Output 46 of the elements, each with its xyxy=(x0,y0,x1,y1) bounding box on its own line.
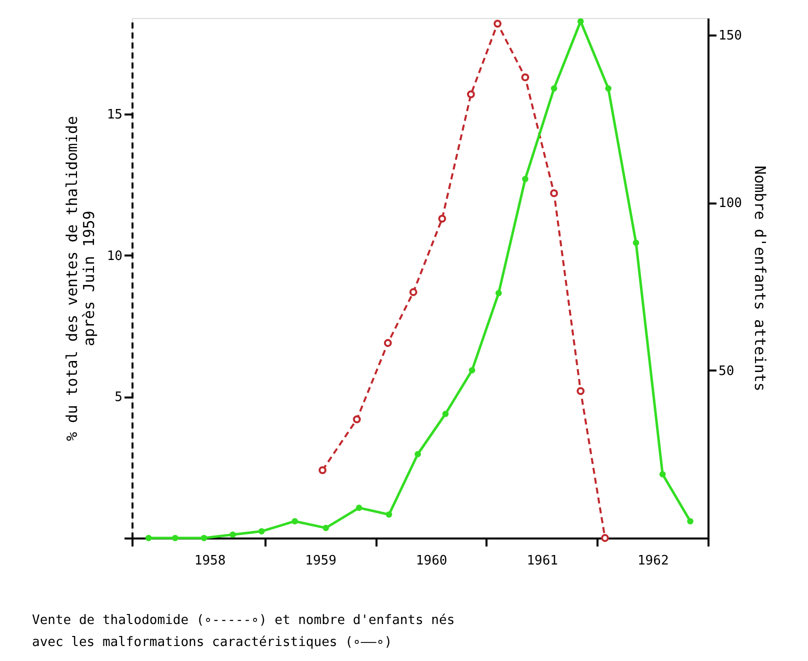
point xyxy=(414,450,421,458)
y2-axis-title: Nombre d'enfants atteints xyxy=(750,166,769,392)
point xyxy=(258,528,265,534)
y-tick-label: 5 xyxy=(114,390,122,406)
point xyxy=(318,466,326,474)
point xyxy=(356,504,362,511)
point xyxy=(687,518,694,524)
x-tick-label: 1961 xyxy=(526,554,558,568)
point xyxy=(550,189,558,198)
point xyxy=(145,534,152,542)
point xyxy=(521,73,530,82)
y-tick-label: 10 xyxy=(106,248,122,264)
point xyxy=(442,410,449,418)
y2-tick-label: 50 xyxy=(718,364,734,379)
point xyxy=(576,387,585,395)
point xyxy=(200,534,208,542)
point xyxy=(352,415,361,424)
x-tick-label: 1959 xyxy=(305,554,336,568)
point xyxy=(172,534,178,542)
point xyxy=(386,511,392,518)
point xyxy=(605,85,612,92)
point xyxy=(409,288,418,296)
point xyxy=(438,214,446,223)
point xyxy=(522,176,528,182)
point xyxy=(292,518,298,524)
point xyxy=(230,531,236,538)
point xyxy=(601,534,609,542)
text: Vente de thalodomide (∘-----∘) et nombre d'enfants nés xyxy=(32,613,455,628)
point xyxy=(659,471,666,478)
y2-tick-label: 100 xyxy=(718,196,742,212)
x-tick-label: 1960 xyxy=(416,554,448,568)
point xyxy=(632,240,640,246)
point xyxy=(384,339,392,347)
point xyxy=(550,85,558,92)
x-tick-label: 1958 xyxy=(194,554,226,568)
text: avec les malformations caractéristiques (∘——∘) xyxy=(32,635,392,650)
y-axis-title: % du total des ventes de thalidomide après Juin 1959 xyxy=(62,116,98,442)
point xyxy=(494,20,502,28)
y2-tick-label: 150 xyxy=(718,28,742,44)
x-tick-label: 1962 xyxy=(637,554,669,568)
point xyxy=(577,18,584,25)
point xyxy=(466,90,475,98)
y-tick-label: 15 xyxy=(106,108,122,123)
point xyxy=(322,524,330,532)
point xyxy=(495,290,502,296)
point xyxy=(468,367,476,374)
